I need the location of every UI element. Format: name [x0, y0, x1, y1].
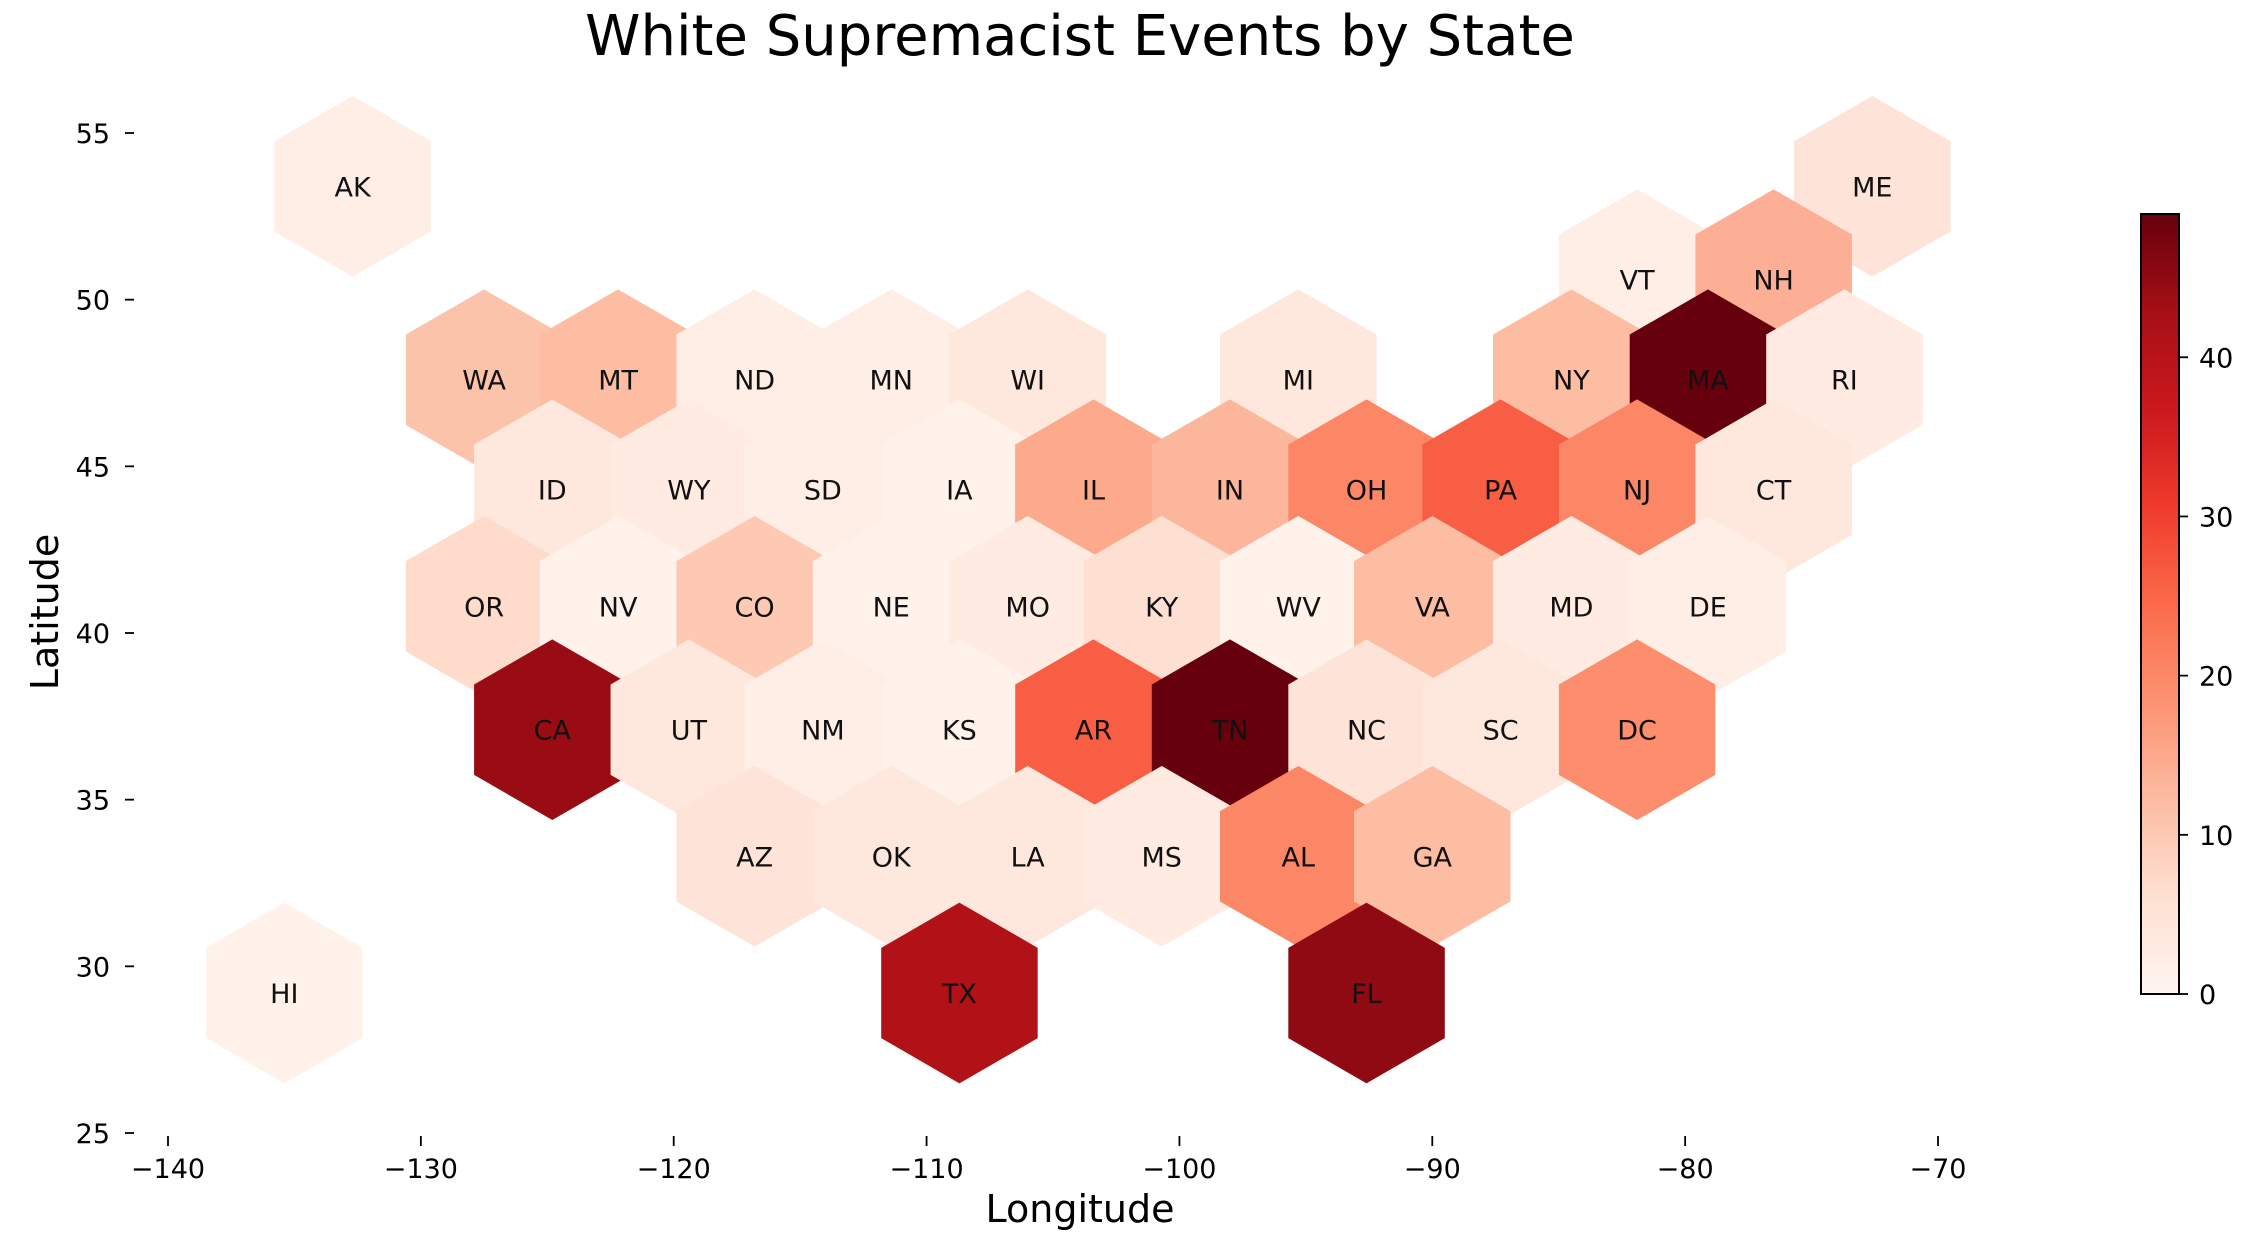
state-label-oh: OH [1346, 476, 1388, 507]
state-label-ct: CT [1756, 476, 1792, 507]
y-tick-label: 55 [76, 119, 110, 150]
state-label-de: DE [1689, 592, 1727, 623]
state-label-hi: HI [270, 979, 298, 1010]
state-label-wi: WI [1010, 366, 1045, 397]
state-label-nm: NM [801, 716, 845, 747]
x-tick-label: −70 [1910, 1154, 1967, 1185]
hex-hi [206, 902, 363, 1084]
state-label-mt: MT [598, 366, 638, 397]
colorbar-tick-label: 30 [2199, 502, 2233, 533]
state-label-ny: NY [1553, 366, 1590, 397]
state-label-ok: OK [872, 842, 912, 873]
y-tick-label: 35 [76, 786, 110, 817]
x-tick-label: −120 [637, 1154, 711, 1185]
state-label-va: VA [1415, 592, 1451, 623]
hex-dc [1558, 639, 1716, 821]
hex-tx [881, 902, 1038, 1084]
state-label-wy: WY [667, 476, 711, 507]
y-tick-label: 45 [76, 452, 110, 483]
state-label-az: AZ [736, 842, 773, 873]
state-label-ar: AR [1075, 716, 1112, 747]
state-label-ri: RI [1831, 366, 1858, 397]
state-label-ky: KY [1145, 592, 1179, 623]
colorbar: 0 10 20 30 40 [2140, 213, 2233, 1011]
state-label-id: ID [538, 476, 567, 507]
state-label-mo: MO [1005, 592, 1050, 623]
state-label-ma: MA [1687, 366, 1729, 397]
colorbar-gradient [2140, 213, 2180, 995]
state-label-vt: VT [1620, 266, 1655, 297]
state-label-wa: WA [462, 366, 506, 397]
x-tick-label: −100 [1142, 1154, 1216, 1185]
hex-fl [1288, 902, 1445, 1084]
state-label-layer: AK ME VT NH WA MT ND MN WI MI NY MA RI ID WY SD IA IL IN OH… [270, 172, 1892, 1010]
state-label-nc: NC [1347, 716, 1386, 747]
state-label-al: AL [1282, 842, 1316, 873]
state-label-ks: KS [942, 716, 977, 747]
x-axis-label: Longitude [986, 1187, 1175, 1231]
state-label-wv: WV [1276, 592, 1322, 623]
y-axis-label: Latitude [23, 534, 67, 690]
colorbar-tick-label: 0 [2199, 980, 2216, 1011]
state-label-ia: IA [946, 476, 973, 507]
state-label-in: IN [1216, 476, 1244, 507]
state-label-mn: MN [869, 366, 913, 397]
state-label-ms: MS [1141, 842, 1181, 873]
state-label-sd: SD [804, 476, 842, 507]
colorbar-tick-label: 40 [2199, 343, 2233, 374]
state-label-tx: TX [941, 979, 977, 1010]
state-label-sc: SC [1483, 716, 1519, 747]
state-label-mi: MI [1283, 366, 1314, 397]
state-label-co: CO [735, 592, 775, 623]
state-label-me: ME [1852, 172, 1892, 203]
state-label-md: MD [1549, 592, 1593, 623]
y-tick-label: 50 [76, 286, 110, 317]
y-axis: 25 30 35 40 45 50 55 [76, 119, 134, 1150]
state-label-dc: DC [1617, 716, 1657, 747]
state-label-fl: FL [1351, 979, 1382, 1010]
hex-ak [274, 95, 431, 277]
colorbar-tick-label: 10 [2199, 821, 2233, 852]
state-label-tn: TN [1211, 716, 1249, 747]
x-tick-label: −140 [131, 1154, 205, 1185]
x-tick-label: −110 [889, 1154, 963, 1185]
hex-layer [206, 95, 1951, 1084]
y-tick-label: 40 [76, 619, 110, 650]
state-label-or: OR [464, 592, 504, 623]
state-label-ne: NE [873, 592, 910, 623]
state-label-il: IL [1082, 476, 1105, 507]
chart-title: White Supremacist Events by State [585, 4, 1575, 69]
state-label-pa: PA [1484, 476, 1518, 507]
state-label-nj: NJ [1623, 476, 1651, 507]
state-label-nh: NH [1753, 266, 1794, 297]
state-label-ca: CA [534, 716, 572, 747]
colorbar-tick-label: 20 [2199, 662, 2233, 693]
state-label-nv: NV [599, 592, 638, 623]
state-label-ut: UT [671, 716, 708, 747]
state-label-ga: GA [1413, 842, 1453, 873]
x-tick-label: −80 [1657, 1154, 1714, 1185]
x-axis: −140 −130 −120 −110 −100 −90 −80 −70 [131, 1136, 1967, 1185]
x-tick-label: −130 [384, 1154, 458, 1185]
state-label-la: LA [1011, 842, 1046, 873]
x-tick-label: −90 [1404, 1154, 1461, 1185]
y-tick-label: 25 [76, 1119, 110, 1150]
state-label-ak: AK [335, 172, 372, 203]
y-tick-label: 30 [76, 952, 110, 983]
state-label-nd: ND [734, 366, 775, 397]
